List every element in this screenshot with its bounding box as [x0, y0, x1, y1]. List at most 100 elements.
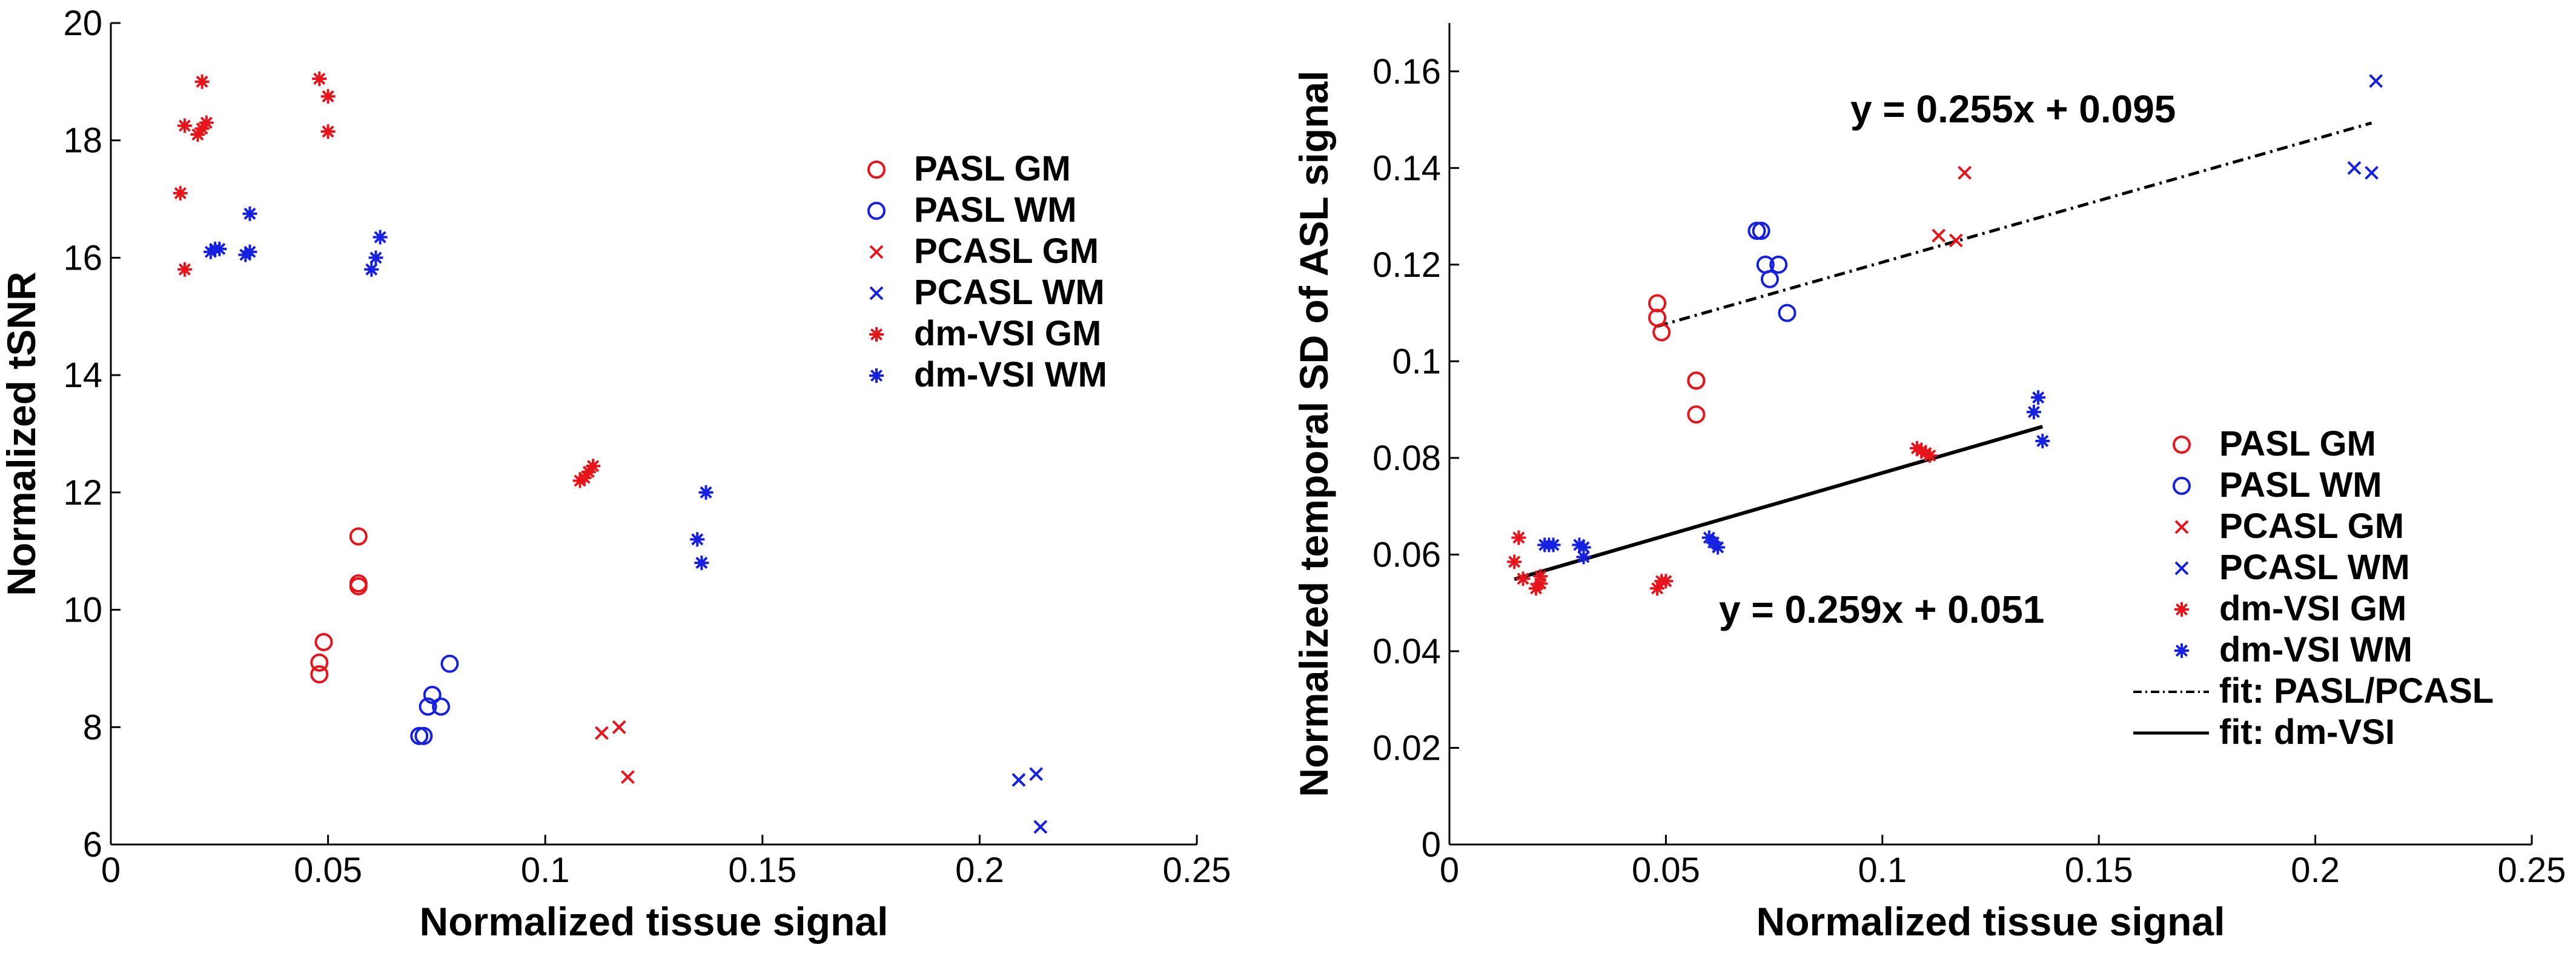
- dm-vsi-wm-point: [1576, 549, 1591, 565]
- dm-vsi-wm-point: [1576, 540, 1591, 555]
- x-tick-label: 0.15: [2065, 851, 2133, 890]
- x-tick-label: 0.25: [1163, 851, 1231, 890]
- dm-vsi-gm-point: [312, 71, 327, 87]
- pcasl-gm-point: [612, 720, 626, 734]
- x-marker-stroke: [621, 770, 635, 785]
- pasl-gm-point: [1687, 405, 1706, 424]
- x-marker-stroke: [612, 720, 626, 734]
- pasl-gm-point: [1648, 294, 1667, 313]
- star-marker-stroke: [243, 207, 256, 220]
- pcasl-wm-point: [1012, 773, 1026, 787]
- x-marker-stroke: [1033, 820, 1048, 834]
- x-marker-stroke: [2347, 161, 2362, 175]
- fit-line-fit-pasl-pcasl: [1657, 121, 2372, 328]
- x-marker-stroke: [1012, 773, 1026, 787]
- x-tick-label: 0.05: [294, 851, 362, 890]
- star-marker-stroke: [695, 557, 708, 569]
- y-tick-label: 18: [63, 121, 102, 161]
- star-marker-stroke: [587, 460, 600, 473]
- star-marker-stroke: [1512, 531, 1525, 544]
- legend-marker-pasl-gm: [2173, 436, 2191, 454]
- pasl-wm-point: [1769, 255, 1788, 274]
- x-tick-label: 0.15: [728, 851, 796, 890]
- legend-marker-dm-vsi-gm: [2174, 602, 2189, 617]
- x-axis-label: Normalized tissue signal: [420, 899, 889, 944]
- star-marker-stroke: [313, 72, 326, 85]
- legend-marker-pasl-gm: [867, 161, 886, 179]
- dm-vsi-gm-point: [1507, 554, 1522, 569]
- dm-vsi-wm-point: [1546, 537, 1561, 553]
- pasl-wm-point: [419, 697, 437, 716]
- x-marker-stroke: [1949, 233, 1963, 248]
- pcasl-gm-point: [1932, 228, 1946, 243]
- x-tick-label: 0.2: [955, 851, 1004, 890]
- y-tick-label: 10: [63, 591, 102, 630]
- fit-line-fit-dm-vsi: [1514, 425, 2044, 582]
- y-tick-label: 12: [63, 473, 102, 513]
- dm-vsi-gm-point: [320, 89, 336, 104]
- pasl-gm-point: [310, 665, 329, 684]
- x-marker-stroke: [1932, 228, 1946, 243]
- y-tick-label: 0.04: [1372, 632, 1441, 671]
- star-marker-stroke: [369, 251, 382, 264]
- legend-entry-pasl-wm: PASL WM: [914, 190, 1077, 230]
- y-tick-label: 0.12: [1372, 245, 1441, 285]
- x-marker-stroke: [869, 286, 884, 300]
- legend-marker-dm-vsi-wm: [2174, 643, 2189, 658]
- star-marker-stroke: [178, 263, 191, 276]
- x-marker-stroke: [1029, 767, 1044, 781]
- dm-vsi-wm-point: [2031, 390, 2046, 405]
- legend-marker-pasl-wm: [867, 202, 886, 220]
- dm-vsi-gm-point: [177, 118, 192, 133]
- dm-vsi-gm-point: [177, 262, 192, 277]
- x-marker-stroke: [2174, 520, 2189, 534]
- legend-marker-pasl-wm: [2173, 477, 2191, 495]
- legend-entry-pcasl-wm: PCASL WM: [2219, 548, 2410, 587]
- star-marker-stroke: [1534, 577, 1547, 590]
- star-marker-stroke: [700, 486, 712, 499]
- dm-vsi-wm-point: [242, 206, 257, 221]
- dm-vsi-gm-point: [1922, 448, 1938, 463]
- star-marker-stroke: [2032, 391, 2045, 404]
- star-marker-stroke: [374, 231, 386, 244]
- dm-vsi-wm-point: [694, 556, 709, 571]
- star-marker-stroke: [1660, 575, 1672, 588]
- x-marker-stroke: [595, 726, 609, 740]
- pasl-wm-point: [440, 654, 459, 673]
- y-tick-label: 0.08: [1372, 439, 1441, 478]
- legend-entry-pcasl-wm: PCASL WM: [914, 273, 1105, 312]
- legend-entry-pasl-gm: PASL GM: [2219, 424, 2376, 463]
- dm-vsi-wm-point: [2026, 405, 2041, 420]
- legend-entry-dm-vsi-wm: dm-VSI WM: [2219, 630, 2412, 669]
- pcasl-gm-point: [1958, 165, 1972, 180]
- dm-vsi-gm-point: [1511, 530, 1526, 545]
- dm-vsi-gm-point: [586, 459, 601, 474]
- dm-vsi-wm-point: [364, 262, 379, 277]
- pcasl-wm-point: [1033, 820, 1048, 834]
- dm-vsi-wm-point: [372, 230, 388, 245]
- pasl-wm-point: [1752, 221, 1770, 240]
- legend-entry-fit-dm-vsi: fit: dm-VSI: [2219, 712, 2395, 752]
- dm-vsi-wm-point: [368, 250, 383, 265]
- pasl-gm-point: [310, 653, 329, 672]
- legend-entry-fit-pasl-pcasl: fit: PASL/PCASL: [2219, 671, 2494, 711]
- x-tick-label: 0.2: [2291, 851, 2340, 890]
- star-marker-stroke: [2036, 434, 2049, 448]
- y-axis-label: Normalized temporal SD of ASL signal: [1291, 70, 1336, 797]
- right-chart-panel: 0 0.05 0.1 0.15 0.2 0.25 0 0.02 0.04 0.06 0.08 0.1 0…: [1291, 23, 2566, 944]
- dm-vsi-wm-point: [690, 532, 705, 547]
- fit-equation-fit-dm-vsi: y = 0.259x + 0.051: [1719, 588, 2044, 631]
- x-tick-label: 0.25: [2498, 851, 2566, 890]
- star-marker-stroke: [243, 245, 256, 258]
- pcasl-wm-point: [2347, 161, 2362, 175]
- dm-vsi-gm-point: [173, 185, 188, 201]
- star-marker-stroke: [1547, 539, 1560, 551]
- dm-vsi-gm-point: [194, 74, 210, 89]
- y-tick-label: 8: [83, 708, 102, 747]
- x-marker-stroke: [2174, 561, 2189, 576]
- legend-entry-dm-vsi-gm: dm-VSI GM: [2219, 589, 2406, 628]
- dm-vsi-gm-point: [1658, 574, 1674, 589]
- star-marker-stroke: [870, 328, 883, 341]
- star-marker-stroke: [870, 369, 883, 382]
- y-axis-label: Normalized tSNR: [0, 271, 44, 596]
